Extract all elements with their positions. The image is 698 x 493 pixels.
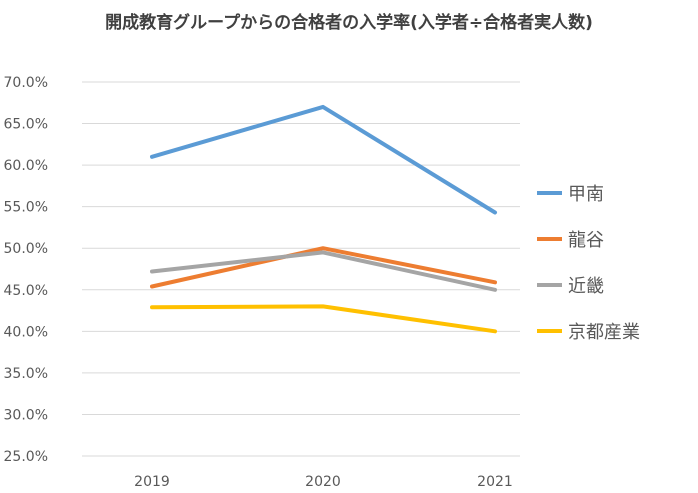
y-tick-label: 40.0%: [4, 324, 48, 340]
legend-label: 京都産業: [568, 322, 640, 343]
chart-title: 開成教育グループからの合格者の入学率(入学者÷合格者実人数): [105, 12, 593, 33]
grid: [82, 81, 520, 457]
legend-item: 甲南: [537, 184, 604, 205]
y-tick-label: 45.0%: [4, 283, 48, 299]
x-tick-label: 2019: [134, 474, 170, 490]
y-tick-label: 70.0%: [4, 75, 48, 91]
y-tick-label: 65.0%: [4, 117, 48, 133]
legend-label: 龍谷: [568, 230, 604, 251]
series-line-2: [150, 250, 497, 292]
series-line-3: [150, 304, 497, 334]
y-tick-label: 35.0%: [4, 366, 48, 382]
legend-label: 近畿: [568, 276, 604, 297]
legend-label: 甲南: [568, 184, 604, 205]
y-tick-label: 25.0%: [4, 449, 48, 465]
legend-item: 京都産業: [537, 322, 640, 343]
y-tick-label: 55.0%: [4, 200, 48, 216]
series-line-1: [150, 246, 497, 289]
x-tick-label: 2021: [477, 474, 513, 490]
legend-item: 龍谷: [537, 230, 604, 251]
y-axis-ticks: 70.0% 65.0% 60.0% 55.0% 50.0% 45.0% 40.0% 35.0%…: [4, 75, 48, 465]
legend-item: 近畿: [537, 276, 604, 297]
series-line-0: [150, 104, 497, 215]
x-axis-ticks: 2019 2020 2021: [134, 474, 513, 490]
y-tick-label: 30.0%: [4, 407, 48, 423]
x-tick-label: 2020: [305, 474, 341, 490]
y-tick-label: 60.0%: [4, 158, 48, 174]
y-tick-label: 50.0%: [4, 241, 48, 257]
series-lines: [150, 104, 497, 334]
